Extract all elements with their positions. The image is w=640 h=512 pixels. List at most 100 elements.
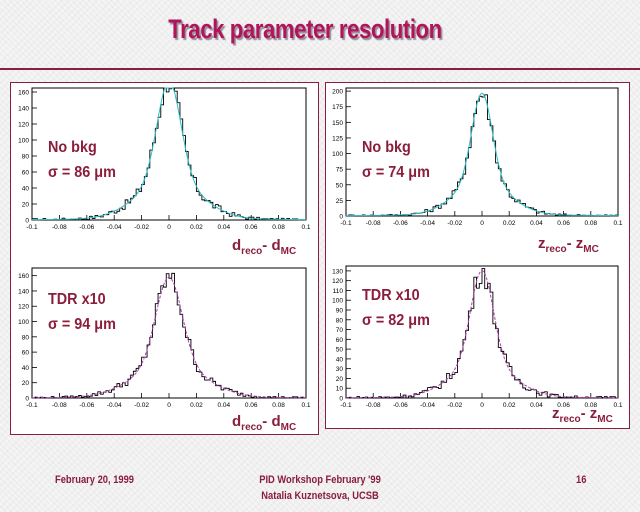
y-tick-label: 60 xyxy=(22,170,30,177)
y-tick-label: 100 xyxy=(332,151,343,158)
x-tick-label: 0.06 xyxy=(557,220,570,227)
x-tick-label: 0.08 xyxy=(584,402,597,409)
sigma-label: σ = 74 μm xyxy=(362,163,430,181)
plot-frame xyxy=(345,265,619,399)
x-tick-label: -0.08 xyxy=(366,402,381,409)
x-tick-label: 0 xyxy=(480,220,484,227)
x-tick-label: 0.08 xyxy=(584,220,597,227)
x-tick-label: -0.06 xyxy=(393,402,408,409)
sigma-label: σ = 82 μm xyxy=(362,311,430,329)
x-tick-label: 0.04 xyxy=(530,402,543,409)
footer-page-number: 16 xyxy=(576,474,587,486)
title-divider xyxy=(0,68,640,70)
x-tick-label: -0.1 xyxy=(340,402,352,409)
chart-1: 0 20 40 60 80 100 120 140 160 -0.1 -0.08 -0.06 -0.04… xyxy=(18,87,311,257)
footer-event: PID Workshop February '99 xyxy=(259,474,381,486)
x-tick-label: -0.1 xyxy=(26,402,38,409)
y-tick-label: 175 xyxy=(332,104,343,111)
x-tick-label: 0.04 xyxy=(530,220,543,227)
y-tick-label: 10 xyxy=(336,386,344,393)
slide-title: Track parameter resolution xyxy=(168,14,442,44)
y-tick-label: 160 xyxy=(18,273,29,280)
plot-frame xyxy=(31,87,307,221)
x-tick-label: -0.04 xyxy=(420,220,435,227)
y-tick-label: 60 xyxy=(336,337,344,344)
y-tick-label: 130 xyxy=(332,268,343,275)
fit-curve xyxy=(32,87,306,221)
x-tick-label: -0.08 xyxy=(366,220,381,227)
y-tick-label: 50 xyxy=(336,182,344,189)
x-axis-label: zreco- zMC xyxy=(552,405,613,425)
y-tick-label: 75 xyxy=(336,167,344,174)
chart-3: 0 20 40 60 80 100 120 140 160 -0.1 -0.08 -0.06 -0.04… xyxy=(18,267,311,433)
x-axis-label: dreco- dMC xyxy=(232,413,296,433)
y-tick-label: 120 xyxy=(18,122,29,129)
y-tick-label: 120 xyxy=(18,304,29,311)
x-tick-label: -0.04 xyxy=(107,224,122,231)
y-tick-label: 80 xyxy=(336,317,344,324)
chart-label: No bkg xyxy=(362,138,411,156)
x-axis-label: zreco- zMC xyxy=(538,235,599,255)
y-tick-label: 80 xyxy=(22,334,30,341)
footer-author: Natalia Kuznetsova, UCSB xyxy=(261,490,379,502)
x-tick-label: 0 xyxy=(480,402,484,409)
x-tick-label: 0.08 xyxy=(272,224,285,231)
y-tick-label: 0 xyxy=(25,218,29,225)
x-tick-label: 0.1 xyxy=(613,220,622,227)
x-tick-label: -0.06 xyxy=(79,402,94,409)
chart-label: TDR x10 xyxy=(48,290,106,308)
x-tick-label: -0.06 xyxy=(79,224,94,231)
x-tick-label: 0.02 xyxy=(503,220,516,227)
plot-frame xyxy=(31,267,307,399)
y-tick-label: 90 xyxy=(336,308,344,315)
x-tick-label: 0.1 xyxy=(613,402,622,409)
y-tick-label: 30 xyxy=(336,366,344,373)
fit-curve xyxy=(32,276,306,399)
x-tick-label: -0.02 xyxy=(134,224,149,231)
y-tick-label: 60 xyxy=(22,350,30,357)
x-tick-label: -0.08 xyxy=(52,224,67,231)
x-tick-label: 0.02 xyxy=(503,402,516,409)
y-tick-label: 140 xyxy=(18,288,29,295)
y-tick-label: 40 xyxy=(22,365,30,372)
chart-2: 0 25 50 75 100 125 150 175 200 -0.1 -0.08 -0.06 -0.0… xyxy=(332,87,623,255)
y-tick-label: 200 xyxy=(332,89,343,96)
x-tick-label: 0.04 xyxy=(217,224,230,231)
x-tick-label: -0.04 xyxy=(420,402,435,409)
x-tick-label: 0.02 xyxy=(190,224,203,231)
x-tick-label: -0.04 xyxy=(107,402,122,409)
x-tick-label: 0.02 xyxy=(190,402,203,409)
y-tick-label: 0 xyxy=(339,396,343,403)
sigma-label: σ = 86 μm xyxy=(48,163,116,181)
chart-label: No bkg xyxy=(48,138,97,156)
x-tick-label: -0.02 xyxy=(134,402,149,409)
y-tick-label: 100 xyxy=(332,298,343,305)
y-tick-label: 70 xyxy=(336,327,344,334)
x-tick-label: 0.04 xyxy=(217,402,230,409)
x-tick-label: 0 xyxy=(167,402,171,409)
y-tick-label: 110 xyxy=(333,288,344,295)
y-tick-label: 100 xyxy=(18,138,29,145)
x-tick-label: -0.02 xyxy=(447,402,462,409)
x-axis-label: dreco- dMC xyxy=(232,237,296,257)
y-tick-label: 120 xyxy=(332,278,343,285)
y-tick-label: 50 xyxy=(336,347,344,354)
x-tick-label: 0 xyxy=(167,224,171,231)
y-tick-label: 0 xyxy=(339,214,343,221)
fit-curve xyxy=(346,92,618,217)
y-tick-label: 25 xyxy=(336,198,344,205)
x-tick-label: 0.08 xyxy=(272,402,285,409)
chart-label: TDR x10 xyxy=(362,286,420,304)
y-tick-label: 0 xyxy=(25,396,29,403)
y-tick-label: 160 xyxy=(18,90,29,97)
x-tick-label: -0.06 xyxy=(393,220,408,227)
y-tick-label: 100 xyxy=(18,319,29,326)
x-tick-label: 0.1 xyxy=(301,224,310,231)
x-tick-label: -0.1 xyxy=(26,224,38,231)
x-tick-label: -0.1 xyxy=(340,220,352,227)
y-tick-label: 20 xyxy=(22,202,30,209)
x-tick-label: 0.06 xyxy=(557,402,570,409)
y-tick-label: 20 xyxy=(336,376,344,383)
chart-4: 0 10 20 30 40 50 60 70 80 90 100 110 120 130 -0.1 -0.08… xyxy=(332,265,623,425)
